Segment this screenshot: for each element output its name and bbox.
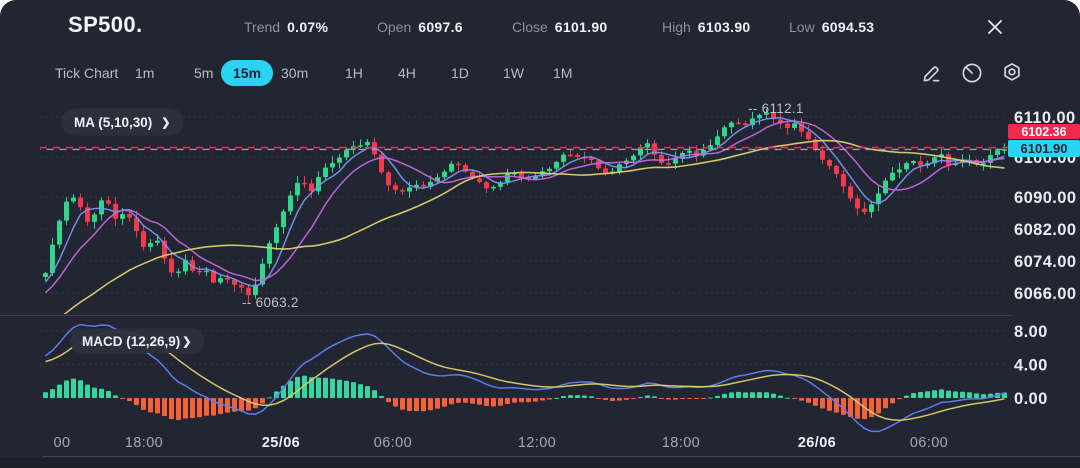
svg-text:8.00: 8.00 — [1014, 323, 1048, 341]
svg-text:25/06: 25/06 — [262, 435, 300, 451]
draw-tool-button[interactable] — [919, 60, 945, 86]
svg-text:4.00: 4.00 — [1014, 356, 1048, 374]
stat-high: High 6103.90 — [662, 19, 751, 35]
svg-text:18:00: 18:00 — [125, 435, 163, 451]
timeframe-5m[interactable]: 5m — [194, 65, 214, 81]
timeframe-1h[interactable]: 1H — [345, 65, 363, 81]
price-gridlines — [40, 116, 1008, 294]
symbol-title: SP500. — [68, 12, 143, 37]
svg-text:18:00: 18:00 — [662, 435, 700, 451]
settings-button[interactable] — [999, 60, 1025, 86]
macd-indicator-pill[interactable]: MACD (12,26,9) ❯ — [70, 329, 204, 353]
timeframe-1m[interactable]: 1M — [553, 65, 573, 81]
macd-gridlines — [40, 330, 1008, 399]
svg-text:0.00: 0.00 — [1014, 390, 1048, 408]
timeframe-30m[interactable]: 30m — [281, 65, 309, 81]
timeframe-4h[interactable]: 4H — [398, 65, 416, 81]
close-button[interactable] — [982, 14, 1008, 40]
candles-layer — [43, 108, 1007, 305]
svg-text:26/06: 26/06 — [798, 435, 836, 451]
stat-open: Open 6097.6 — [377, 19, 463, 35]
ma-indicator-label: MA (5,10,30) — [74, 114, 153, 130]
svg-text:6074.00: 6074.00 — [1014, 253, 1076, 271]
svg-text:06:00: 06:00 — [374, 435, 412, 451]
low-annotation: -- 6063.2 — [242, 295, 299, 310]
macd-lines — [45, 323, 1005, 433]
timeframe-1m[interactable]: 1m — [135, 65, 155, 81]
svg-text:00: 00 — [54, 435, 71, 451]
timeframe-1w[interactable]: 1W — [503, 65, 524, 81]
reference-price-badge: 6102.36 — [1008, 124, 1080, 139]
svg-text:12:00: 12:00 — [518, 435, 556, 451]
timer-icon — [962, 63, 982, 83]
last-price-badge: 6101.90 — [1008, 140, 1080, 157]
chevron-right-icon: ❯ — [182, 335, 192, 348]
stat-trend: Trend 0.07% — [244, 19, 329, 35]
macd-histogram — [43, 375, 1007, 421]
svg-text:6090.00: 6090.00 — [1014, 189, 1076, 207]
macd-axis-labels: 8.00 4.00 0.00 — [1014, 323, 1048, 408]
high-annotation: -- 6112.1 — [748, 101, 804, 116]
timeframe-tick-chart[interactable]: Tick Chart — [55, 65, 119, 81]
timeframe-15m[interactable]: 15m — [221, 60, 274, 86]
close-icon — [988, 20, 1002, 34]
macd-indicator-label: MACD (12,26,9) — [82, 333, 181, 349]
reference-lines — [40, 146, 1008, 151]
svg-text:6066.00: 6066.00 — [1014, 285, 1076, 303]
time-axis-labels: 00 18:00 25/06 06:00 12:00 18:00 26/06 06:00 — [54, 435, 948, 451]
price-axis-labels: 6110.006100.006090.006082.006074.006066.… — [1014, 109, 1076, 303]
replay-tool-button[interactable] — [959, 60, 985, 86]
svg-text:6110.00: 6110.00 — [1014, 109, 1076, 127]
gear-icon — [1004, 63, 1020, 81]
ma-lines — [44, 116, 1005, 314]
chevron-right-icon: ❯ — [161, 116, 171, 129]
stat-close: Close 6101.90 — [512, 19, 608, 35]
timeframe-1d[interactable]: 1D — [451, 65, 469, 81]
pencil-icon — [923, 66, 940, 82]
ma-indicator-pill[interactable]: MA (5,10,30) ❯ — [62, 109, 183, 135]
svg-text:6082.00: 6082.00 — [1014, 221, 1076, 239]
svg-text:06:00: 06:00 — [910, 435, 948, 451]
stat-low: Low 6094.53 — [789, 19, 875, 35]
